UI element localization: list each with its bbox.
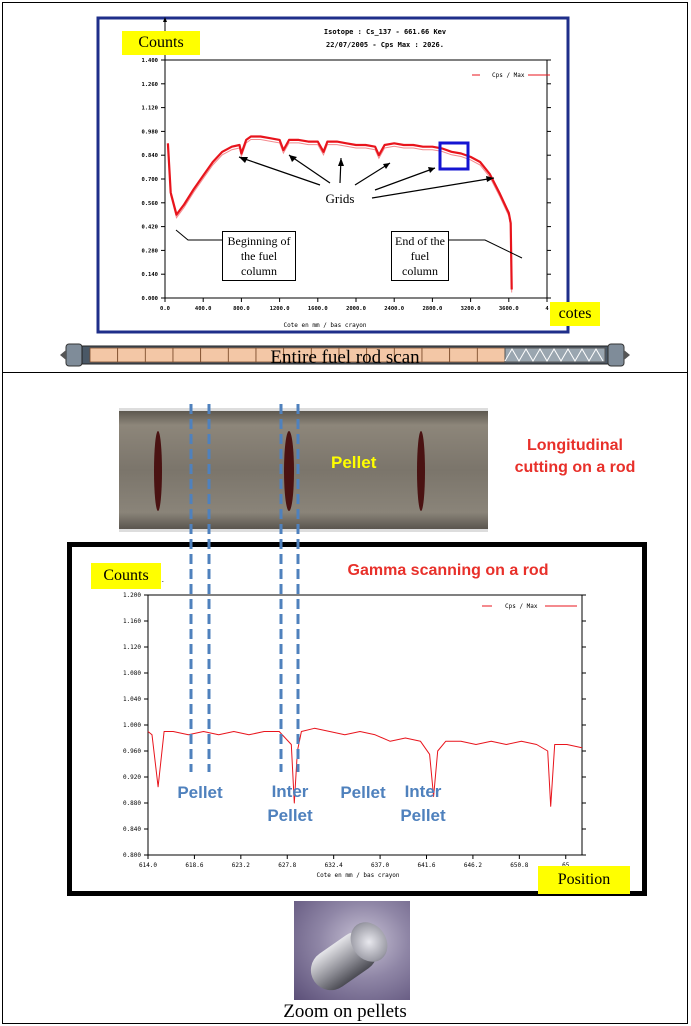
top-xtick-label: 3200.0 [461,306,481,312]
top-chart-axes: 0.000 0.140 0.280 0.420 0.560 0.700 0.840 0.980… [141,17,551,312]
rod-spring-coil [504,348,604,362]
longitudinal-cutting-label: Longitudinal cutting on a rod [514,437,636,476]
top-xtick-label: 2800.0 [422,306,442,312]
top-legend: Cps / Max [492,72,525,79]
bottom-chart-axes: 0.800 0.840 0.880 0.920 0.960 1.000 1.040 1.080… [123,592,586,869]
inter-pellet-label-2: Inter Pellet [400,782,446,825]
top-chart: Isotope : Cs_137 - 661.66 Kev 22/07/2005… [96,16,570,334]
top-xtick-label: 4 [545,306,549,312]
bottom-xtick-label: 637.0 [371,862,389,869]
top-ytick-label: 0.280 [141,248,158,254]
bottom-xtick-label: 650.8 [510,862,528,869]
top-xtick-label: 1600.0 [308,306,328,312]
bottom-ytick-label: 1.200 [123,592,141,599]
section-divider [2,372,688,373]
top-ytick-label: 0.420 [141,225,158,231]
top-chart-frame [96,16,570,334]
grid-arrows [238,154,495,199]
top-xtick-label: 400.0 [195,306,212,312]
begin-annotation-box: Beginning of the fuel column [222,231,296,281]
bottom-counts-tag: Counts [91,563,161,589]
pellet-zoom-photo [294,901,410,1000]
bottom-xtick-label: 623.2 [232,862,250,869]
top-xtick-label: 2400.0 [384,306,404,312]
end-annotation-box: End of the fuel column [391,231,449,281]
top-ytick-label: 1.120 [141,106,158,112]
bottom-chart-frame [67,542,647,896]
top-xtick-label: 1200.0 [270,306,290,312]
bottom-legend: Cps / Max [505,603,538,610]
end-leader [448,239,523,259]
rod-caption-text: Entire fuel rod scan [270,347,420,368]
rod-tip-left [60,350,66,360]
grid-arrowheads [239,155,494,182]
top-chart-xlabel: Cote en mm / bas crayon [283,322,366,329]
bottom-ytick-label: 0.920 [123,774,141,781]
top-xtick-label: 0.0 [160,306,170,312]
bottom-xtick-label: 627.8 [278,862,296,869]
pellet-gap-right [417,431,425,511]
bottom-ytick-label: 0.800 [123,852,141,859]
bottom-ytick-label: 0.960 [123,748,141,755]
bottom-xtick-label: 614.0 [139,862,157,869]
pellet-gap-left [154,431,162,511]
top-ytick-label: 0.140 [141,272,158,278]
fuel-rod-illustration [60,343,630,367]
rod-caption: Entire fuel rod scan [2,347,688,369]
bottom-ytick-label: 1.120 [123,644,141,651]
bottom-plot-area [147,594,583,856]
top-y-axis-arrow [163,17,167,22]
gamma-scanning-title: Gamma scanning on a rod [347,562,549,579]
top-series-noise [167,139,513,293]
top-chart-header-1: Isotope : Cs_137 - 661.66 Kev [324,28,446,36]
bottom-ytick-label: 1.080 [123,670,141,677]
rod-pellet-stack [89,347,506,363]
bottom-xtick-label: 641.6 [417,862,435,869]
pellet-label-2: Pellet [340,783,386,802]
bottom-xtick-label: 646.2 [464,862,482,869]
pellet-gap-middle [284,431,294,511]
top-xtick-label: 3600.0 [499,306,519,312]
bottom-ytick-label: 1.000 [123,722,141,729]
inter-pellet-label-1: Inter Pellet [267,782,313,825]
top-ytick-label: 0.000 [141,296,158,302]
bottom-xtick-label: 65 [562,862,570,869]
top-ytick-label: 0.560 [141,201,158,207]
top-ytick-label: 0.980 [141,129,158,135]
begin-leader [175,229,222,241]
top-highlight-box [438,141,470,171]
bottom-ytick-label: 0.880 [123,800,141,807]
bottom-chart-xlabel: Cote en mm / bas crayon [316,872,399,879]
top-ytick-label: 0.840 [141,153,158,159]
rod-tip-right [624,350,630,360]
top-chart-header-2: 22/07/2005 - Cps Max : 2026. [326,41,444,49]
bottom-xtick-label: 632.4 [325,862,343,869]
pellet-photo: Pellet [119,408,488,532]
top-ytick-label: 1.400 [141,58,158,64]
top-series-line [166,135,513,290]
top-counts-tag: Counts [122,31,200,55]
top-chart-series [166,135,513,293]
top-xtick-label: 2000.0 [346,306,366,312]
bottom-position-tag: Position [538,866,630,894]
top-cotes-tag: cotes [550,302,600,326]
top-ytick-label: 0.700 [141,177,158,183]
top-ytick-label: 1.260 [141,82,158,88]
pellet-label-1: Pellet [177,783,223,802]
zoom-caption: Zoom on pellets [283,1001,407,1022]
bottom-ytick-label: 1.040 [123,696,141,703]
bottom-ytick-label: 1.160 [123,618,141,625]
pellet-photo-label: Pellet [331,453,377,472]
top-xtick-label: 800.0 [233,306,250,312]
bottom-chart: 0.800 0.840 0.880 0.920 0.960 1.000 1.040 1.080… [123,578,586,879]
bottom-xtick-label: 618.6 [185,862,203,869]
bottom-ytick-label: 0.840 [123,826,141,833]
grids-label: Grids [326,191,355,206]
